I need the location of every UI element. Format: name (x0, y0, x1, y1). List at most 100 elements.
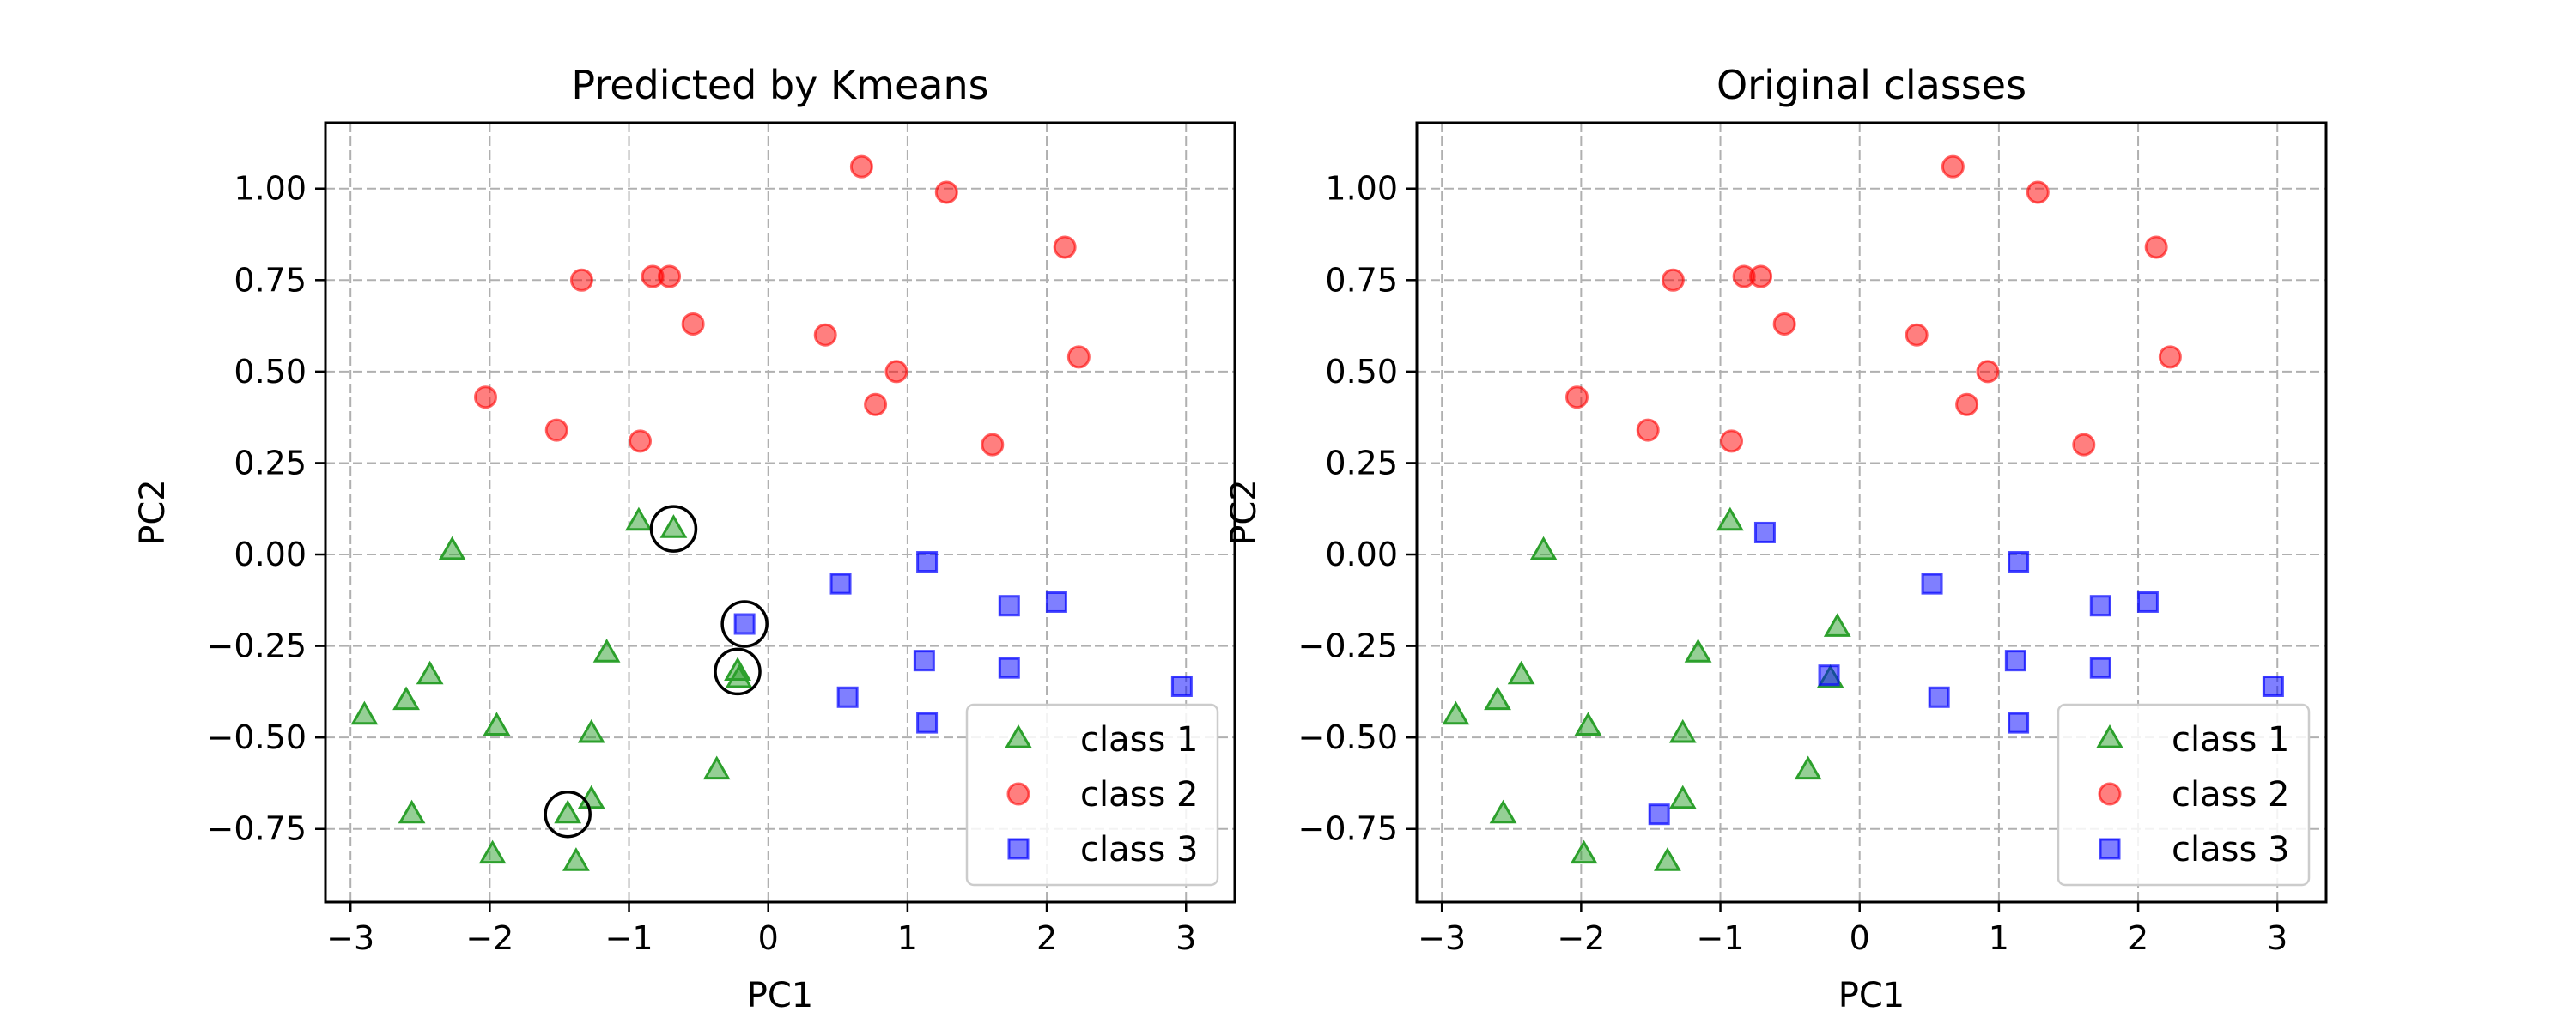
y-tick-label: −0.75 (1298, 810, 1398, 848)
data-point (2158, 345, 2182, 369)
data-point (658, 264, 682, 288)
legend-marker (2096, 724, 2123, 748)
legend-label: class 2 (1080, 775, 1198, 815)
x-tick-label: 3 (1176, 919, 1196, 957)
chart-predicted-by-kmeans: −3 −2 −1 0 1 2 3 −0.75 −0.50 −0.25 0.00 0.25 0.50 0.7… (133, 62, 1236, 1015)
data-point (681, 312, 705, 336)
legend-label: class 3 (1080, 830, 1198, 869)
y-tick-label: 0.50 (1325, 353, 1398, 391)
highlight-circle (544, 790, 592, 839)
x-tick-label: 1 (1989, 919, 2009, 957)
legend-marker (2099, 838, 2121, 860)
data-point (629, 429, 653, 453)
data-point (1684, 639, 1712, 663)
data-point (1905, 323, 1929, 347)
data-point (998, 595, 1020, 617)
y-tick-label: −0.75 (207, 810, 307, 848)
chart-original-classes: −3 −2 −1 0 1 2 3 −0.75 −0.50 −0.25 0.00 0.25 0.50 0.7… (1224, 62, 2328, 1015)
data-point (1720, 429, 1744, 453)
data-point (1976, 360, 2000, 384)
legend: class 1 class 2 class 3 (965, 703, 1219, 887)
y-tick-label: 0.75 (234, 261, 307, 299)
x-tick-label: −2 (465, 919, 513, 957)
data-point (1636, 418, 1660, 442)
y-tick-label: 0.25 (234, 444, 307, 482)
data-point (1570, 839, 1598, 864)
series-class-2 (1565, 154, 2182, 457)
legend-marker (1005, 724, 1032, 748)
highlight-circle (714, 647, 762, 696)
data-point (544, 418, 568, 442)
x-tick-label: −2 (1557, 919, 1605, 957)
x-axis-label: PC1 (747, 976, 814, 1015)
y-tick-label: 0.75 (1325, 261, 1398, 299)
data-point (2262, 675, 2284, 697)
data-point (864, 392, 888, 416)
data-point (1818, 664, 1840, 687)
y-tick-label: 0.00 (234, 536, 307, 573)
data-point (884, 360, 908, 384)
data-point (2004, 650, 2026, 672)
chart-title: Predicted by Kmeans (571, 62, 988, 108)
legend-marker (1007, 838, 1030, 860)
data-point (577, 718, 605, 743)
data-point (1489, 799, 1517, 824)
data-point (1507, 660, 1535, 685)
y-tick-label: 1.00 (234, 170, 307, 208)
legend-label: class 2 (2172, 775, 2289, 815)
x-tick-label: 0 (1850, 919, 1870, 957)
data-point (1066, 345, 1091, 369)
x-tick-label: 3 (2267, 919, 2287, 957)
data-point (1574, 712, 1602, 736)
x-tick-label: −1 (1697, 919, 1745, 957)
legend-box (2057, 703, 2311, 887)
x-tick-label: −1 (605, 919, 653, 957)
data-point (934, 180, 958, 204)
y-tick-label: 0.50 (234, 353, 307, 391)
data-point (474, 385, 498, 409)
data-point (1941, 154, 1965, 179)
data-point (569, 268, 593, 292)
data-point (1661, 268, 1685, 292)
data-point (981, 433, 1005, 457)
data-point (998, 657, 1020, 679)
data-point (916, 712, 939, 734)
series-class-3 (733, 551, 1193, 734)
chart-title: Original classes (1716, 62, 2026, 108)
y-tick-label: −0.50 (1298, 718, 1398, 756)
y-tick-label: 0.25 (1325, 444, 1398, 482)
data-point (1045, 591, 1067, 613)
y-axis-label: PC2 (133, 479, 173, 546)
y-tick-label: 1.00 (1325, 170, 1398, 208)
series-class-3 (1648, 521, 2284, 826)
data-point (1716, 506, 1744, 531)
data-point (2008, 712, 2030, 734)
data-point (2008, 551, 2030, 573)
data-point (1648, 803, 1670, 826)
grid (325, 123, 1235, 902)
legend: class 1 class 2 class 3 (2057, 703, 2311, 887)
plot-frame (1415, 121, 2328, 904)
series-class-1 (350, 506, 753, 871)
data-point (1053, 235, 1077, 259)
plot-frame (324, 121, 1236, 904)
highlight-circle (649, 505, 698, 553)
data-point (562, 847, 590, 871)
x-axis-label: PC1 (1838, 976, 1905, 1015)
x-tick-label: −3 (1418, 919, 1466, 957)
data-point (438, 536, 466, 560)
data-point (725, 663, 753, 688)
data-point (813, 323, 837, 347)
legend-label: class 3 (2172, 830, 2289, 869)
x-tick-label: 2 (1036, 919, 1057, 957)
data-point (1823, 613, 1851, 637)
data-point (916, 551, 939, 573)
series-class-2 (474, 154, 1091, 457)
data-point (416, 660, 444, 685)
data-point (483, 712, 511, 736)
data-point (733, 613, 756, 635)
x-tick-label: −3 (326, 919, 374, 957)
data-point (2026, 180, 2050, 204)
data-point (829, 573, 852, 595)
